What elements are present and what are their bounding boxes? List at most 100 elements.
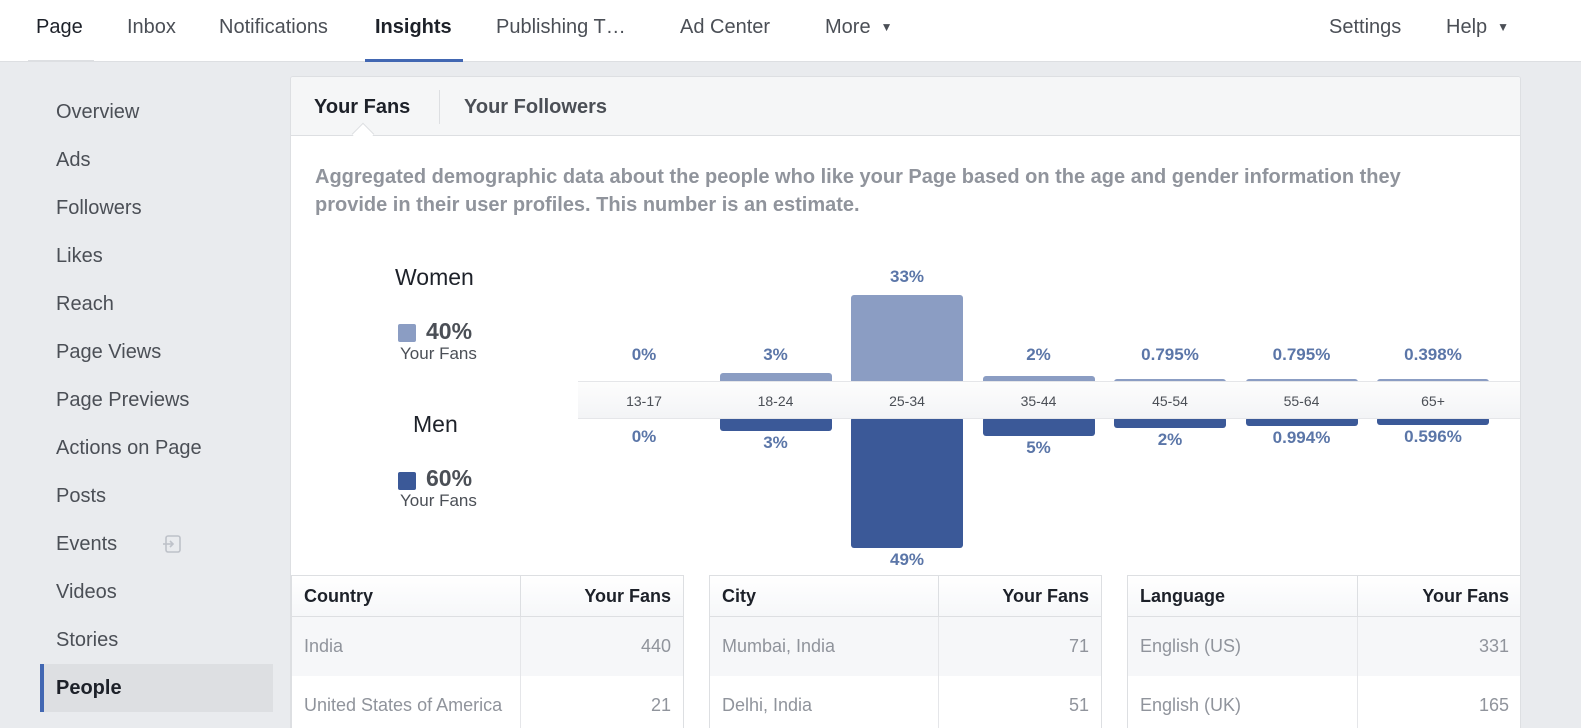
nav-help[interactable]: Help ▼: [1446, 0, 1509, 62]
men-value-label: 0%: [631, 427, 657, 446]
sidebar-item-reach[interactable]: Reach: [56, 293, 114, 315]
table-row: United States of America 21: [292, 676, 683, 728]
nav-publishing-tools[interactable]: Publishing T…: [496, 16, 626, 38]
nav-insights[interactable]: Insights: [375, 16, 452, 38]
men-bar[interactable]: [851, 417, 963, 548]
sidebar-item-events[interactable]: Events: [40, 520, 273, 568]
women-bar[interactable]: [719, 373, 832, 385]
data-table: City Your Fans Mumbai, India 71 Delhi, India…: [709, 575, 1102, 728]
men-value-label: 0.994%: [1272, 427, 1331, 447]
description-text: Aggregated demographic data about the pe…: [315, 166, 1401, 216]
column-divider: [1357, 617, 1358, 676]
age-tick-label: 55-64: [1283, 393, 1320, 409]
sidebar-item-followers[interactable]: Followers: [56, 197, 142, 219]
table-row: Delhi, India 51: [710, 676, 1101, 728]
men-value-label: 5%: [1026, 437, 1051, 457]
column-divider: [1357, 576, 1358, 618]
legend-men-pct: 60%: [426, 465, 473, 491]
row-value: 165: [1478, 695, 1509, 715]
data-table: Language Your Fans English (US) 331 English …: [1127, 575, 1520, 728]
sidebar-item-page-views[interactable]: Page Views: [56, 341, 162, 363]
women-value-label: 3%: [763, 345, 788, 364]
sidebar-item-page-previews[interactable]: Page Previews: [56, 389, 190, 411]
column-divider: [520, 676, 521, 728]
table-row: India 440: [292, 617, 683, 676]
legend-men-title: Men: [413, 411, 458, 437]
row-label: Mumbai, India: [722, 636, 836, 656]
men-bar[interactable]: [719, 417, 832, 431]
age-tick-label: 18-24: [757, 393, 794, 409]
column-divider: [520, 617, 521, 676]
row-label: Delhi, India: [722, 695, 813, 715]
nav-more-label: More: [825, 16, 871, 38]
men-value-label: 0.596%: [1404, 427, 1462, 446]
women-value-label: 0.795%: [1141, 345, 1199, 364]
women-value-label: 0.398%: [1404, 345, 1462, 364]
column-divider: [938, 676, 939, 728]
nav-settings[interactable]: Settings: [1329, 16, 1402, 38]
men-value-label: 2%: [1157, 430, 1183, 450]
nav-page[interactable]: Page: [36, 16, 83, 38]
tab-your-fans[interactable]: Your Fans: [314, 96, 411, 118]
nav-inbox[interactable]: Inbox: [127, 16, 176, 38]
table-header: City Your Fans: [710, 575, 1101, 618]
sidebar-item-people[interactable]: People: [40, 664, 273, 712]
men-bar[interactable]: [1114, 417, 1226, 429]
nav-ad-center[interactable]: Ad Center: [680, 16, 771, 38]
legend-women-sub: Your Fans: [400, 344, 477, 363]
column-header[interactable]: Country: [304, 586, 373, 606]
women-bar[interactable]: [982, 375, 1095, 385]
column-header[interactable]: Your Fans: [1002, 586, 1089, 606]
men-value-label: 49%: [889, 550, 925, 569]
women-value-label: 33%: [889, 267, 925, 286]
age-tick-label: 35-44: [1020, 393, 1057, 409]
column-header[interactable]: Your Fans: [1422, 586, 1509, 606]
location-language-tables: Country Your Fans India 440 United States of…: [291, 575, 1520, 728]
insights-sidebar: Overview Ads Followers Likes Reach Page …: [40, 88, 273, 712]
row-label: India: [304, 636, 344, 656]
nav-notifications[interactable]: Notifications: [219, 16, 328, 38]
row-label: English (UK): [1140, 695, 1242, 715]
women-bar[interactable]: [851, 295, 963, 385]
subtab-bar: Your Fans Your Followers: [291, 77, 1520, 146]
column-header[interactable]: Language: [1140, 586, 1226, 606]
column-header[interactable]: Your Fans: [584, 586, 671, 606]
table-header: Country Your Fans: [292, 575, 683, 618]
sidebar-item-actions-on-page[interactable]: Actions on Page: [56, 437, 202, 459]
sidebar-item-ads[interactable]: Ads: [56, 149, 91, 171]
column-divider: [938, 576, 939, 618]
tab-divider: [439, 90, 440, 124]
data-table: Country Your Fans India 440 United States of…: [291, 575, 684, 728]
age-tick-label: 13-17: [626, 393, 662, 409]
sidebar-item-stories[interactable]: Stories: [56, 629, 119, 651]
row-label: English (US): [1140, 636, 1242, 656]
row-value: 51: [1068, 695, 1089, 715]
row-label: United States of America: [304, 695, 503, 715]
sidebar-item-overview[interactable]: Overview: [56, 101, 140, 123]
legend-men-sub: Your Fans: [400, 491, 477, 510]
men-bar[interactable]: [982, 417, 1095, 436]
column-header[interactable]: City: [722, 586, 757, 606]
nav-page-hover-line: [28, 60, 94, 62]
men-bar[interactable]: [1377, 417, 1489, 425]
legend-women-pct: 40%: [426, 318, 473, 344]
age-tick-label: 65+: [1421, 393, 1445, 409]
tab-your-followers[interactable]: Your Followers: [464, 96, 607, 118]
sidebar-item-likes[interactable]: Likes: [56, 245, 103, 267]
chevron-down-icon: ▼: [1497, 20, 1510, 34]
sidebar-item-label: Events: [56, 533, 118, 555]
sidebar-item-videos[interactable]: Videos: [56, 581, 117, 603]
age-gender-chart: 13-17 18-24 25-34 35-44 45-54 55-64 65+ 0% 0% 3%…: [578, 257, 1520, 577]
men-bar[interactable]: [1245, 417, 1358, 426]
nav-more[interactable]: More ▼: [825, 0, 892, 62]
nav-insights-underline: [365, 59, 463, 62]
table-row: English (UK) 165: [1128, 676, 1520, 728]
external-link-icon: [163, 535, 181, 553]
table-header: Language Your Fans: [1128, 575, 1520, 618]
age-tick-label: 45-54: [1152, 393, 1188, 409]
row-value: 331: [1478, 636, 1509, 656]
sidebar-item-posts[interactable]: Posts: [56, 485, 107, 507]
chevron-down-icon: ▼: [880, 20, 893, 34]
legend-women-swatch: [398, 324, 416, 342]
column-divider: [938, 617, 939, 676]
